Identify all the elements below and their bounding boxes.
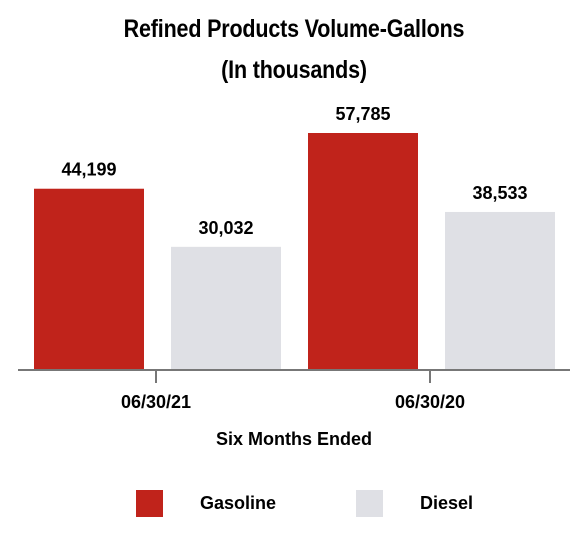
bars-group [34, 133, 555, 370]
chart-title-line-1: Refined Products Volume-Gallons [123, 15, 465, 43]
value-labels-group: 44,199 30,032 57,785 38,533 [61, 104, 527, 238]
legend-item-diesel: Diesel [356, 488, 473, 518]
bar-diesel-1 [445, 211, 555, 370]
x-ticks-group: 06/30/21 06/30/20 [121, 370, 465, 412]
legend: Gasoline Diesel [0, 488, 588, 518]
legend-label-diesel: Diesel [420, 492, 474, 513]
value-label-diesel-0: 30,032 [198, 218, 253, 238]
x-tick-label-0: 06/30/21 [121, 392, 191, 412]
bar-gasoline-1 [308, 133, 418, 370]
x-tick-label-1: 06/30/20 [395, 392, 465, 412]
legend-swatch-gasoline [136, 489, 163, 517]
bar-gasoline-0 [34, 188, 144, 370]
chart-title-line-2: (In thousands) [221, 56, 367, 84]
legend-label-gasoline: Gasoline [200, 492, 277, 513]
value-label-gasoline-1: 57,785 [335, 104, 390, 124]
value-label-diesel-1: 38,533 [472, 183, 527, 203]
legend-swatch-diesel [356, 489, 383, 517]
legend-item-gasoline: Gasoline [136, 488, 276, 518]
x-axis-title: Six Months Ended [216, 429, 372, 449]
value-label-gasoline-0: 44,199 [61, 160, 116, 180]
bar-diesel-0 [171, 246, 281, 370]
